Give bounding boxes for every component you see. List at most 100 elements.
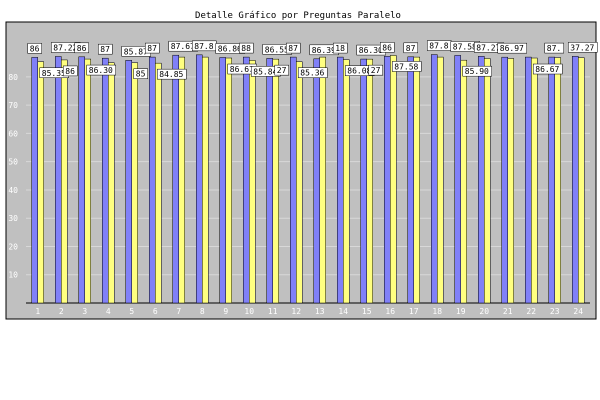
data-label: 85.36 — [300, 69, 324, 78]
bar-series-1 — [572, 56, 579, 304]
bar-series-1 — [243, 56, 250, 304]
bar-series-1 — [149, 56, 156, 304]
bar-series-2 — [131, 62, 138, 304]
data-label: 27 — [371, 66, 381, 75]
bar-series-2 — [155, 62, 162, 304]
data-label: 86 — [382, 43, 392, 52]
data-label: 37.27 — [570, 43, 594, 52]
data-label: 85 — [136, 70, 146, 79]
bar-series-2 — [108, 62, 115, 304]
x-tick-label: 14 — [338, 307, 348, 316]
x-tick-label: 21 — [503, 307, 513, 316]
data-label: 86 — [77, 44, 87, 53]
bar-series-1 — [196, 54, 203, 304]
data-label: 18 — [335, 44, 345, 53]
data-label: 85.90 — [465, 67, 489, 76]
data-label-box — [27, 43, 42, 54]
x-tick-label: 11 — [268, 307, 278, 316]
data-label-box — [274, 64, 289, 76]
data-label-box — [145, 42, 160, 54]
data-label-box — [533, 63, 563, 75]
chart-title: Detalle Gráfico por Preguntas Paralelo — [195, 11, 401, 21]
data-label-box — [462, 65, 492, 77]
data-label-box — [380, 42, 395, 53]
data-label-box — [86, 64, 116, 76]
bar-series-2 — [507, 58, 514, 304]
data-label: 85.87 — [124, 47, 148, 56]
data-label: 88 — [241, 44, 251, 53]
y-tick-label: 60 — [8, 129, 18, 138]
bar-series-1 — [102, 57, 109, 304]
bar-series-2 — [343, 59, 350, 304]
data-label: 86.67 — [535, 65, 559, 74]
data-label: 87. — [547, 44, 561, 53]
bar-series-2 — [437, 56, 444, 304]
bar-series-1 — [290, 56, 297, 304]
bar-series-1 — [31, 57, 38, 304]
x-tick-label: 3 — [82, 307, 87, 316]
data-label: 86 — [30, 44, 40, 53]
y-tick-label: 20 — [8, 242, 18, 251]
data-label-box — [63, 65, 78, 77]
y-tick-label: 70 — [8, 101, 18, 110]
data-label-box — [333, 42, 348, 54]
bar-series-2 — [84, 58, 91, 304]
x-tick-label: 22 — [526, 307, 536, 316]
bar-series-2 — [413, 56, 420, 304]
data-label-box — [133, 68, 148, 79]
bar-series-2 — [531, 57, 538, 304]
bar-series-2 — [249, 60, 256, 304]
x-tick-label: 4 — [106, 307, 111, 316]
data-label-box — [568, 42, 598, 53]
bar-series-2 — [460, 59, 467, 304]
bars — [31, 54, 585, 304]
x-tick-label: 18 — [432, 307, 442, 316]
data-label: 87 — [100, 45, 110, 54]
data-label: 85.35 — [42, 69, 66, 78]
x-tick-label: 9 — [223, 307, 228, 316]
x-tick-label: 24 — [573, 307, 583, 316]
bar-series-1 — [501, 56, 508, 304]
data-label-box — [392, 61, 422, 72]
bar-series-2 — [202, 56, 209, 304]
x-tick-label: 17 — [409, 307, 419, 316]
bar-series-2 — [366, 58, 373, 304]
data-label-box — [368, 64, 383, 76]
x-tick-label: 6 — [153, 307, 158, 316]
data-label-box — [497, 42, 527, 54]
bar-series-2 — [390, 55, 397, 304]
x-tick-label: 7 — [176, 307, 181, 316]
data-label: 86.08 — [347, 67, 371, 76]
data-label: 86.55 — [265, 45, 289, 54]
x-tick-label: 15 — [362, 307, 372, 316]
bar-series-1 — [407, 56, 414, 304]
bar-series-1 — [313, 58, 320, 304]
bar-series-1 — [266, 58, 273, 304]
data-label: 87 — [147, 44, 157, 53]
data-label: 87.27 — [476, 43, 500, 52]
y-tick-label: 40 — [8, 186, 18, 195]
x-tick-label: 19 — [456, 307, 466, 316]
data-label: 87.58 — [453, 42, 477, 51]
grid — [26, 76, 590, 304]
bar-series-2 — [178, 56, 185, 304]
y-tick-label: 30 — [8, 214, 18, 223]
data-label: 86.67 — [230, 65, 254, 74]
data-label: 87.8 — [194, 42, 213, 51]
bar-series-2 — [37, 61, 44, 304]
x-tick-label: 23 — [550, 307, 560, 316]
bar-series-1 — [125, 60, 132, 304]
bar-series-1 — [360, 58, 367, 304]
bar-series-2 — [225, 57, 232, 304]
bar-series-2 — [484, 58, 491, 304]
data-label-box — [157, 68, 187, 80]
data-label: 86.86 — [218, 44, 242, 53]
data-label: 86.30 — [89, 66, 113, 75]
data-label: 87 — [406, 44, 416, 53]
data-label: 87.67 — [171, 42, 195, 51]
bar-series-1 — [525, 56, 532, 304]
bar-series-1 — [55, 56, 62, 304]
bar-series-1 — [384, 56, 391, 304]
data-label: 86.30 — [359, 46, 383, 55]
